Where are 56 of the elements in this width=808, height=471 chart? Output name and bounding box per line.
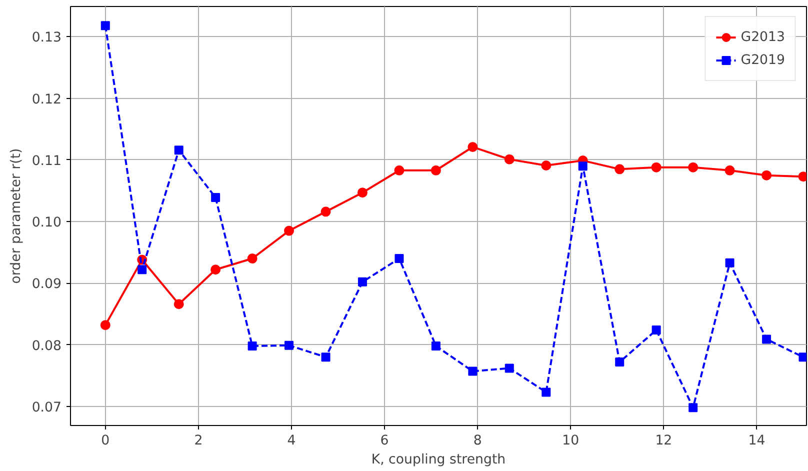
- point: [798, 352, 806, 362]
- y-tick-label: 0.11: [32, 154, 62, 169]
- point: [504, 154, 514, 164]
- point: [174, 299, 184, 310]
- point: [688, 403, 698, 412]
- point: [100, 21, 110, 30]
- y-tick-label: 0.13: [32, 30, 62, 46]
- point: [468, 142, 478, 152]
- point: [431, 342, 440, 351]
- point: [615, 358, 624, 367]
- point: [394, 254, 404, 264]
- point: [504, 364, 514, 373]
- point: [394, 165, 404, 176]
- x-tick-label: 10: [562, 434, 580, 448]
- point: [614, 164, 625, 174]
- legend-label: G2013: [740, 30, 785, 44]
- x-tick-label: 2: [194, 434, 203, 448]
- point: [284, 226, 294, 236]
- legend-label: G2019: [740, 52, 785, 68]
- y-tick-label: 0.10: [32, 216, 62, 231]
- point: [284, 340, 294, 350]
- x-tick-label: 14: [748, 434, 766, 448]
- x-tick-label: 12: [655, 434, 672, 448]
- point: [100, 320, 110, 330]
- point: [725, 258, 734, 268]
- y-tick-label: 0.09: [32, 277, 62, 292]
- point: [762, 170, 772, 180]
- point: [724, 165, 735, 176]
- point: [174, 146, 184, 155]
- point: [210, 264, 221, 275]
- x-tick-label: 8: [473, 434, 482, 448]
- x-tick-label: 0: [101, 434, 110, 448]
- y-axis-title: order parameter r(t): [8, 148, 24, 284]
- point: [357, 188, 368, 198]
- x-axis-title: K, coupling strength: [371, 452, 506, 468]
- point: [652, 325, 661, 334]
- x-tick-label: 6: [380, 434, 389, 448]
- x-tick-label: 4: [287, 434, 296, 448]
- point: [578, 162, 588, 171]
- point: [138, 265, 147, 274]
- point: [430, 165, 441, 176]
- point: [468, 366, 478, 376]
- y-tick-label: 0.08: [32, 338, 62, 354]
- y-tick-label: 0.12: [32, 92, 62, 108]
- point: [541, 160, 552, 170]
- point: [247, 254, 258, 264]
- point: [248, 342, 257, 351]
- point: [321, 352, 330, 362]
- point: [762, 334, 772, 344]
- point: [542, 388, 551, 397]
- point: [320, 206, 331, 217]
- y-tick-label: 0.07: [32, 400, 62, 416]
- point: [688, 162, 698, 172]
- point: [211, 193, 220, 202]
- point: [358, 277, 367, 286]
- point: [651, 162, 662, 172]
